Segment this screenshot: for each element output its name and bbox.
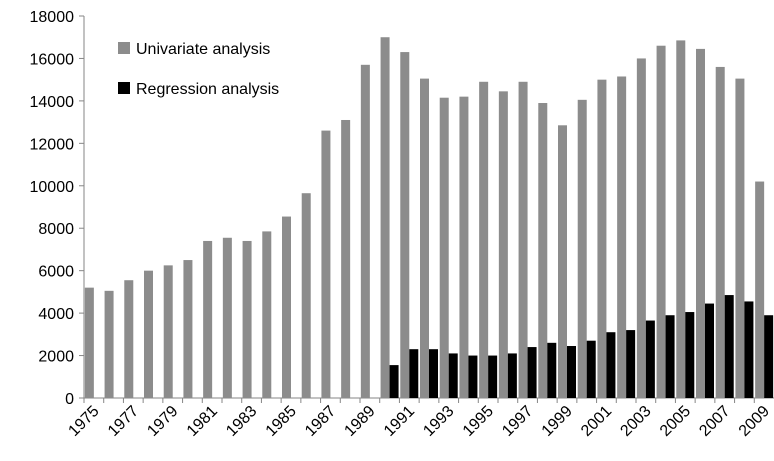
legend-label: Regression analysis [136, 81, 279, 98]
x-tick-label: 1991 [381, 403, 418, 440]
bar [104, 290, 114, 398]
bar [420, 78, 429, 398]
bar [409, 349, 419, 398]
bar [685, 312, 695, 398]
bar [567, 346, 576, 398]
bar [705, 303, 714, 398]
x-tick-label: 1997 [499, 403, 536, 440]
y-tick-label: 10000 [30, 179, 75, 196]
bar [498, 91, 508, 398]
bar [558, 125, 567, 399]
bar [755, 181, 765, 398]
legend-label: Univariate analysis [136, 41, 270, 58]
bar [626, 330, 636, 398]
x-tick-label: 1977 [105, 403, 142, 440]
bar [448, 353, 458, 398]
bar [676, 40, 686, 399]
y-tick-label: 14000 [30, 94, 75, 111]
bar [429, 349, 438, 398]
bar [222, 237, 232, 398]
bar [262, 231, 272, 398]
bar [163, 265, 173, 398]
bar [507, 353, 517, 398]
bar [724, 295, 734, 398]
bar [144, 270, 153, 398]
bar [400, 52, 410, 398]
bar [360, 64, 370, 399]
bar [617, 76, 627, 398]
bar [380, 37, 390, 398]
x-tick-label: 1981 [184, 403, 221, 440]
bar [577, 99, 587, 399]
y-tick-label: 4000 [38, 306, 74, 323]
bar [764, 315, 774, 398]
bar [665, 315, 675, 398]
legend-swatch [118, 42, 130, 54]
x-tick-label: 1993 [420, 403, 457, 440]
x-tick-label: 1999 [539, 403, 576, 440]
x-tick-label: 2005 [657, 403, 694, 440]
x-tick-label: 1985 [263, 403, 300, 440]
bar [439, 97, 449, 398]
y-tick-label: 8000 [38, 221, 74, 238]
bar [341, 119, 351, 398]
bar [282, 216, 291, 398]
y-tick-label: 12000 [30, 136, 75, 153]
legend-swatch [118, 82, 130, 94]
bar [488, 355, 498, 398]
x-tick-label: 1987 [302, 403, 339, 440]
bar [124, 280, 134, 398]
x-tick-label: 1995 [460, 403, 497, 440]
x-tick-label: 1989 [341, 403, 378, 440]
bar [696, 48, 705, 399]
bar [597, 79, 607, 399]
x-tick-label: 2001 [578, 403, 615, 440]
bar [389, 365, 399, 398]
bar [586, 340, 596, 398]
bar [84, 287, 94, 398]
bar [645, 320, 655, 398]
bar [468, 355, 478, 398]
y-tick-label: 2000 [38, 349, 74, 366]
bar [479, 81, 489, 399]
y-tick-label: 0 [65, 391, 74, 408]
bar [527, 347, 537, 398]
bar [321, 130, 331, 398]
x-tick-label: 1983 [223, 403, 260, 440]
bar [203, 240, 213, 398]
x-tick-label: 1975 [65, 403, 102, 440]
x-tick-label: 2009 [736, 403, 773, 440]
bar [183, 260, 193, 398]
bar [301, 193, 311, 398]
bar [242, 240, 252, 398]
bar [518, 81, 528, 399]
bar [459, 96, 469, 399]
x-tick-label: 2007 [696, 403, 733, 440]
bar [606, 332, 616, 398]
bar [656, 45, 666, 398]
bar [744, 301, 754, 398]
x-tick-label: 2003 [617, 403, 654, 440]
bar [715, 66, 725, 398]
y-tick-label: 16000 [30, 51, 75, 68]
y-tick-label: 18000 [30, 9, 75, 26]
x-tick-label: 1979 [144, 403, 181, 440]
bar [636, 58, 646, 398]
bar [735, 78, 745, 398]
bar [538, 103, 548, 398]
bar [547, 342, 557, 398]
y-tick-label: 6000 [38, 264, 74, 281]
